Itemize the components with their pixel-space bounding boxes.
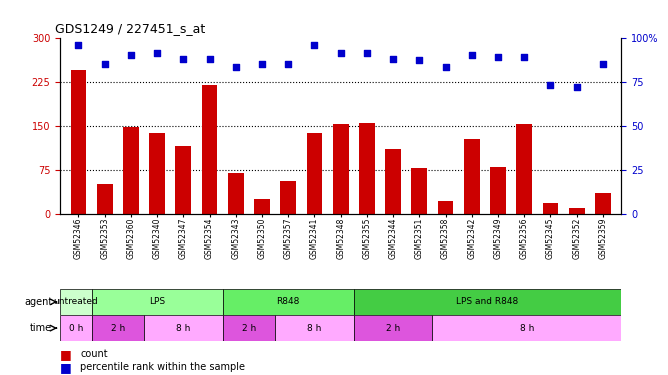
Text: ■: ■ <box>60 348 72 361</box>
Text: 8 h: 8 h <box>176 324 190 333</box>
Text: count: count <box>80 350 108 359</box>
Text: 2 h: 2 h <box>242 324 256 333</box>
Bar <box>149 133 165 214</box>
Bar <box>385 149 401 214</box>
Text: time: time <box>30 323 52 333</box>
Bar <box>307 133 323 214</box>
Point <box>545 82 556 88</box>
Point <box>598 61 609 67</box>
Bar <box>228 172 244 214</box>
Text: 8 h: 8 h <box>307 324 322 333</box>
Point <box>73 42 84 48</box>
Bar <box>359 123 375 214</box>
Bar <box>595 193 611 214</box>
Point <box>204 56 215 62</box>
Bar <box>92 289 222 315</box>
Point <box>493 54 504 60</box>
Point <box>414 57 425 63</box>
Point <box>152 50 162 56</box>
Text: percentile rank within the sample: percentile rank within the sample <box>80 363 245 372</box>
Bar <box>60 289 92 315</box>
Text: GDS1249 / 227451_s_at: GDS1249 / 227451_s_at <box>55 22 205 35</box>
Point <box>309 42 320 48</box>
Bar <box>202 84 218 214</box>
Point <box>440 64 451 70</box>
Bar <box>464 138 480 214</box>
Point <box>335 50 346 56</box>
Text: 2 h: 2 h <box>386 324 400 333</box>
Point <box>230 64 241 70</box>
Bar <box>123 127 139 214</box>
Bar <box>144 315 222 341</box>
Point <box>571 84 582 90</box>
Point <box>100 61 110 67</box>
Bar <box>60 315 92 341</box>
Bar <box>97 184 113 214</box>
Text: 8 h: 8 h <box>520 324 534 333</box>
Bar <box>516 124 532 214</box>
Bar <box>275 315 354 341</box>
Bar <box>432 315 621 341</box>
Bar <box>411 168 428 214</box>
Bar <box>438 201 454 214</box>
Point <box>126 52 136 58</box>
Text: 2 h: 2 h <box>111 324 125 333</box>
Bar <box>281 182 296 214</box>
Text: 0 h: 0 h <box>69 324 83 333</box>
Bar <box>542 203 558 214</box>
Text: LPS and R848: LPS and R848 <box>456 297 518 306</box>
Text: agent: agent <box>24 297 52 307</box>
Point <box>178 56 188 62</box>
Point <box>361 50 372 56</box>
Text: R848: R848 <box>277 297 300 306</box>
Bar <box>568 208 584 214</box>
Point <box>466 52 477 58</box>
Point <box>519 54 530 60</box>
Text: LPS: LPS <box>149 297 165 306</box>
Bar <box>490 167 506 214</box>
Text: untreated: untreated <box>53 297 98 306</box>
Bar <box>354 289 621 315</box>
Bar <box>354 315 432 341</box>
Bar <box>92 315 144 341</box>
Bar <box>333 124 349 214</box>
Point <box>257 61 267 67</box>
Bar <box>176 146 191 214</box>
Bar <box>222 315 275 341</box>
Bar <box>222 289 354 315</box>
Text: ■: ■ <box>60 361 72 374</box>
Point <box>388 56 399 62</box>
Bar <box>254 199 270 214</box>
Point <box>283 61 293 67</box>
Bar <box>71 70 86 214</box>
